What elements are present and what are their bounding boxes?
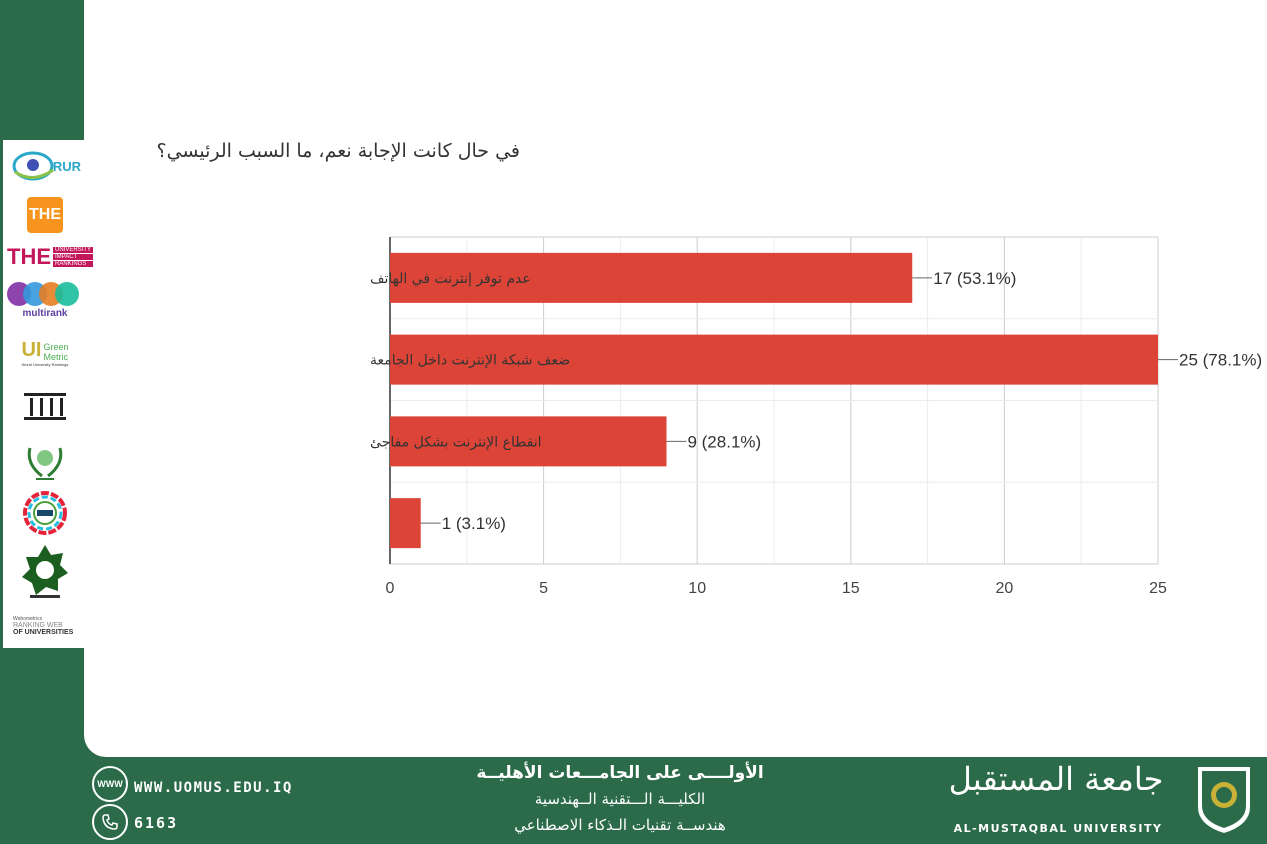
data-label: 25 (78.1%)	[1179, 351, 1262, 370]
x-tick-label: 20	[996, 580, 1014, 597]
footer-department-line: هندســة تقنيات الـذكاء الاصطناعي	[514, 816, 726, 834]
multirank-text: multirank	[22, 307, 68, 319]
greenmetric-caption: World University Rankings	[21, 362, 69, 367]
rur-logo-text: RUR	[53, 159, 81, 174]
arab-universities-association-logo	[9, 436, 81, 482]
sdg-wheel-icon	[23, 491, 67, 535]
laurel-emblem-icon	[27, 447, 63, 480]
bar-chart: 0 5 10 15 20 25 17 (53.1%) عدم توفر إنترنت في ا…	[370, 236, 1262, 597]
university-name-english: AL-MUSTAQBAL UNIVERSITY	[953, 822, 1163, 835]
data-label: 9 (28.1%)	[687, 432, 761, 451]
webometrics-small-text: Webometrics	[13, 616, 43, 622]
the-impact-sub-2: IMPACT	[53, 254, 94, 260]
data-label: 17 (53.1%)	[933, 269, 1016, 288]
webometrics-logo: Webometrics RANKING WEB OF UNIVERSITIES	[13, 614, 85, 638]
x-tick-label: 10	[688, 580, 706, 597]
chart-bars	[390, 252, 1158, 549]
phone-handset-icon	[102, 814, 118, 830]
x-tick-label: 0	[386, 580, 395, 597]
footer-college-line: الكليـــة الـــتقنية الــهندسية	[534, 790, 706, 808]
rur-logo: RUR	[9, 146, 81, 186]
category-label: عدم توفر إنترنت في الهاتف	[370, 271, 531, 287]
webometrics-universities-text: OF UNIVERSITIES	[13, 629, 74, 636]
the-logo-text: THE	[27, 197, 63, 233]
greenmetric-green-text: Green	[43, 342, 69, 352]
bar	[390, 416, 667, 467]
category-label: انقطاع الإنترنت بشكل مفاجئ	[370, 434, 542, 450]
chart-labels: 0 5 10 15 20 25 17 (53.1%) عدم توفر إنترنت في ا…	[370, 269, 1262, 597]
rur-eye-icon: RUR	[12, 151, 81, 181]
rankings-logo-strip: RUR THE THE UNIVERSITY IMPACT RANKINGS m…	[3, 140, 94, 648]
x-tick-label: 5	[539, 580, 548, 597]
the-impact-sub-3: RANKINGS	[53, 261, 94, 267]
website-text[interactable]: WWW.UOMUS.EDU.IQ	[134, 780, 293, 796]
category-label: ضعف شبكة الإنترنت داخل الجامعة	[370, 353, 570, 369]
university-crest	[1194, 763, 1254, 835]
bar	[390, 498, 421, 549]
crest-shield-icon	[1198, 767, 1250, 833]
greenmetric-logo: UI Green Metric World University Ranking…	[9, 330, 81, 376]
phone-number[interactable]: 6163	[134, 814, 179, 832]
footer-ranking-line: الأولــــى على الجامـــعات الأهليــة	[476, 763, 764, 783]
arab-engineers-federation-logo	[9, 542, 81, 600]
phone-icon	[92, 804, 128, 840]
greenmetric-ui-text: UI	[21, 339, 42, 361]
webometrics-ranking-text: RANKING WEB	[13, 622, 63, 629]
x-tick-label: 15	[842, 580, 860, 597]
pillars-icon	[24, 393, 66, 420]
institution-pillars-logo	[9, 388, 81, 422]
data-label: 1 (3.1%)	[442, 514, 506, 533]
x-tick-label: 25	[1149, 580, 1167, 597]
the-impact-rankings-logo: THE UNIVERSITY IMPACT RANKINGS	[7, 242, 94, 272]
chart-title: في حال كانت الإجابة نعم، ما السبب الرئيس…	[156, 140, 521, 162]
the-impact-sub-1: UNIVERSITY	[53, 247, 94, 253]
star-emblem-icon	[22, 545, 68, 598]
university-name-arabic: جامعة المستقبل	[948, 760, 1164, 798]
bar	[390, 334, 1158, 385]
multirank-logo: multirank	[7, 278, 81, 320]
bar	[390, 252, 913, 303]
the-logo: THE	[9, 196, 81, 234]
greenmetric-metric-text: Metric	[43, 352, 68, 362]
multirank-circles-icon	[7, 281, 79, 306]
the-impact-text: THE	[7, 244, 51, 269]
sdg-logo	[9, 490, 81, 536]
website-icon: WWW	[92, 766, 128, 802]
